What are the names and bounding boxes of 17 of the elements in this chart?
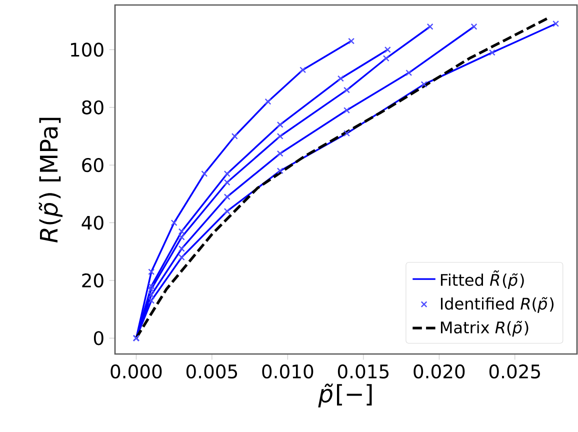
x-tick-label: 0.010 xyxy=(262,364,314,379)
x-tick-label: 0.025 xyxy=(489,364,540,379)
y-tick-label: 60 xyxy=(82,158,104,172)
legend-label: Matrix R(p̃) xyxy=(440,320,528,337)
y-tick-label: 0 xyxy=(94,331,104,346)
x-tick-label: 0.000 xyxy=(110,364,162,379)
y-tick-label: 20 xyxy=(82,273,104,288)
x-tick-label: 0.020 xyxy=(414,364,465,379)
legend-label: Fitted R̃(p̃) xyxy=(440,270,524,290)
legend-label: Identified R(p̃) xyxy=(440,297,554,313)
y-tick-label: 100 xyxy=(71,42,104,57)
y-axis-title: R(p̃) [MPa] xyxy=(38,118,62,242)
x-tick-label: 0.015 xyxy=(338,364,388,379)
y-tick-label: 80 xyxy=(82,100,104,114)
x-axis-title: p̃[−] xyxy=(318,384,372,408)
x-tick-label: 0.005 xyxy=(186,364,238,379)
y-tick-label: 40 xyxy=(82,216,104,230)
